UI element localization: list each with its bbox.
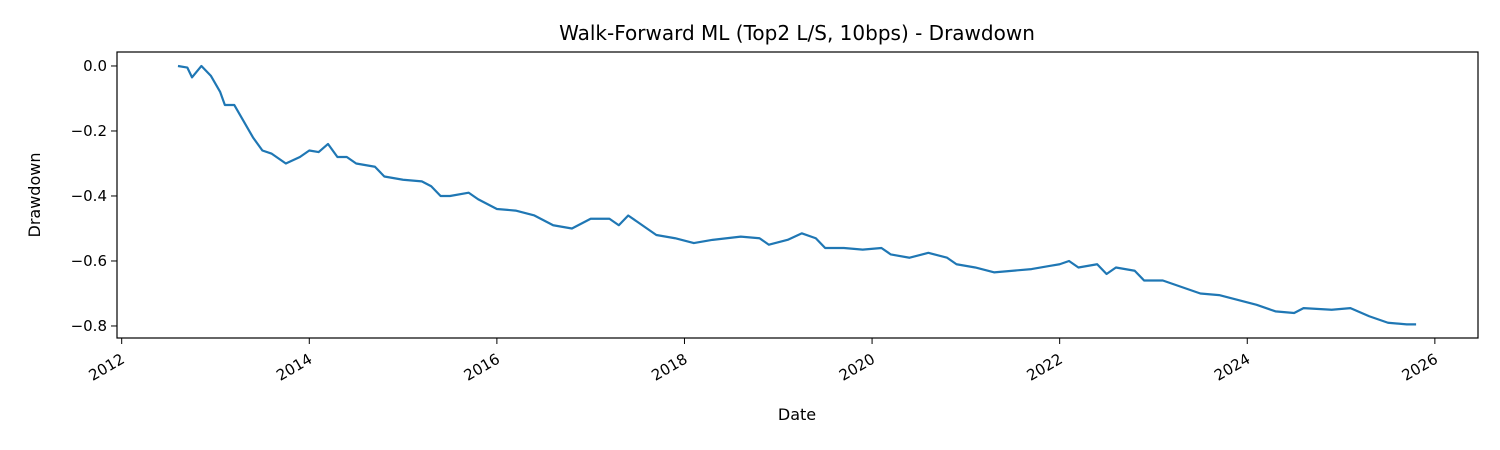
x-tick-label: 2014 (273, 350, 315, 385)
x-tick-label: 2016 (461, 350, 503, 385)
plot-frame (116, 51, 1479, 339)
x-tick-label: 2022 (1024, 350, 1066, 385)
x-axis-label: Date (778, 405, 816, 424)
x-tick-label: 2012 (86, 350, 128, 385)
y-tick-label: −0.6 (71, 252, 107, 270)
y-tick-label: −0.2 (71, 122, 107, 140)
x-tick-label: 2018 (648, 350, 690, 385)
y-tick-label: −0.8 (71, 317, 107, 335)
y-axis-label: Drawdown (25, 153, 44, 238)
x-tick-label: 2020 (836, 350, 878, 385)
x-tick-label: 2024 (1211, 350, 1253, 385)
data-line (177, 64, 1417, 326)
y-tick-label: 0.0 (83, 57, 107, 75)
y-tick-label: −0.4 (71, 187, 107, 205)
x-tick-label: 2026 (1399, 350, 1441, 385)
chart-title: Walk-Forward ML (Top2 L/S, 10bps) - Draw… (559, 21, 1035, 45)
